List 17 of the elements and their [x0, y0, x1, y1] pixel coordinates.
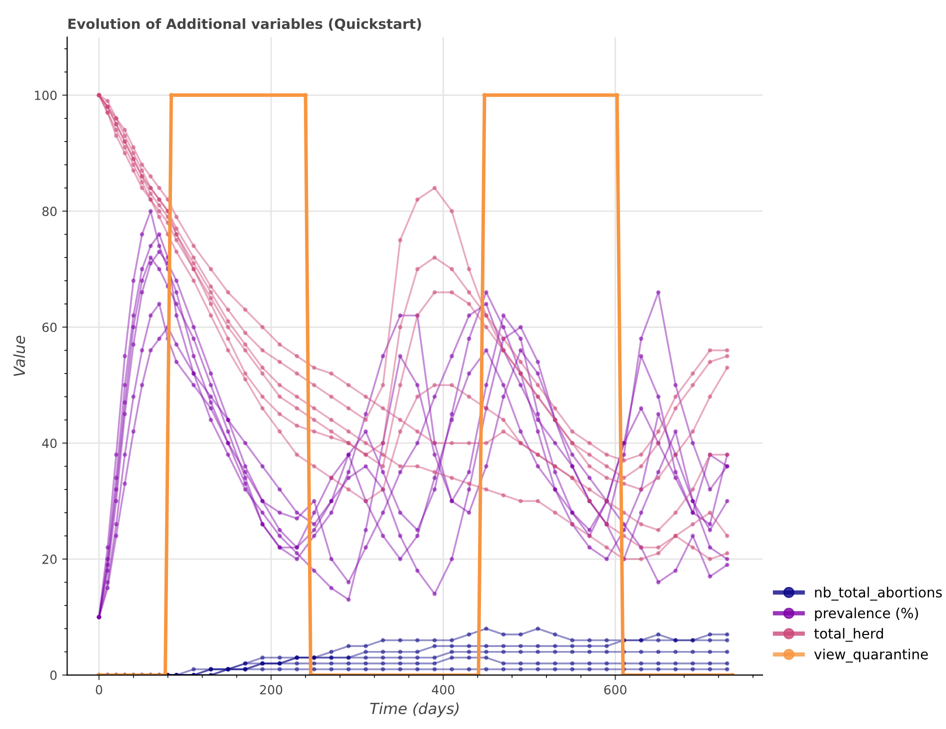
y-tick-label: 100 — [34, 90, 57, 100]
y-tick-label: 80 — [42, 206, 57, 216]
y-axis-title: Value — [13, 336, 26, 376]
y-tick-label: 40 — [42, 438, 57, 448]
legend-label: nb_total_abortions — [815, 586, 942, 601]
chart-title: Evolution of Additional variables (Quickstart) — [68, 18, 421, 31]
x-tick-label: 200 — [260, 684, 282, 694]
x-tick-label: 600 — [604, 684, 626, 694]
legend-label: view_quarantine — [814, 648, 928, 663]
legend-label: prevalence (%) — [815, 608, 918, 622]
y-tick-label: 60 — [42, 322, 57, 332]
y-tick-label: 0 — [50, 670, 57, 680]
x-axis-title: Time (days) — [370, 702, 459, 718]
y-tick-label: 20 — [42, 554, 57, 564]
legend-label: total_herd — [814, 628, 883, 642]
x-tick-label: 0 — [96, 684, 102, 694]
x-tick-label: 400 — [432, 684, 454, 694]
